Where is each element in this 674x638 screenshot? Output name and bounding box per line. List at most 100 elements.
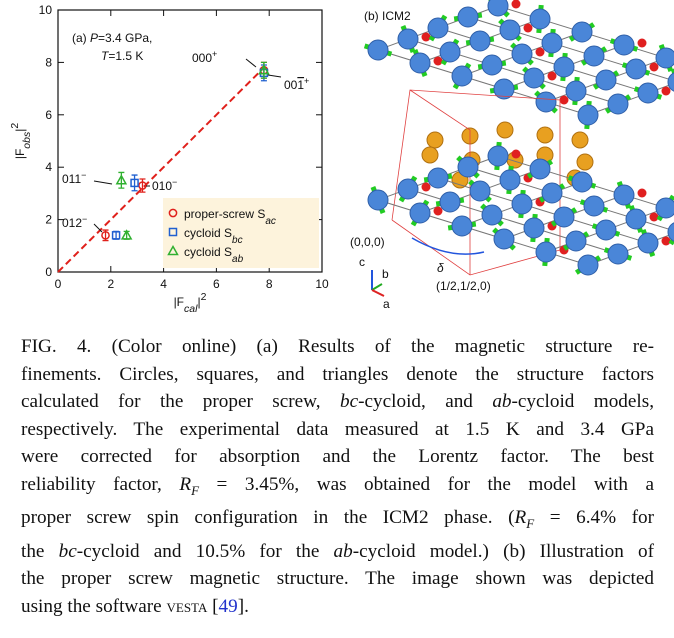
page: {"chart_data": {"type": "scatter", "info… <box>0 0 674 638</box>
atom <box>656 198 674 218</box>
caption-line: respectively. The experimental data meas… <box>21 416 654 444</box>
delta-arc <box>412 238 484 254</box>
text-part: |F <box>174 295 184 309</box>
atom-small <box>512 150 521 159</box>
atom-orange <box>427 132 443 148</box>
label: |Fobs|2 <box>9 123 33 160</box>
text-part: P <box>90 31 98 45</box>
atom <box>512 44 532 64</box>
atom <box>410 203 430 223</box>
x-tick-label: 0 <box>55 277 62 291</box>
atom <box>614 185 634 205</box>
atom <box>572 22 592 42</box>
atom <box>440 42 460 62</box>
text-part: + <box>304 76 309 86</box>
legend-sub: bc <box>232 235 243 246</box>
atom-small <box>650 213 659 222</box>
caption-text: F <box>191 483 199 498</box>
caption-text: = 3.45%, was obtained for the model with… <box>199 474 654 495</box>
caption-text[interactable]: 49 <box>219 596 238 617</box>
caption-text: FIG. 4. (Color online) (a) Results of th… <box>21 336 654 357</box>
atom-small <box>548 72 557 81</box>
half-label: (1/2,1/2,0) <box>436 279 491 293</box>
text-part: − <box>82 214 87 224</box>
atom <box>458 157 478 177</box>
axis-a <box>372 290 384 296</box>
atom <box>614 35 634 55</box>
atom <box>578 105 598 125</box>
label: T=1.5 K <box>101 49 143 63</box>
atom-small <box>662 237 671 246</box>
atom-small <box>662 87 671 96</box>
atom <box>566 231 586 251</box>
caption-text: were corrected for absorption and the Lo… <box>21 446 654 467</box>
annotation-arrow <box>268 75 281 77</box>
caption-text: -cycloid models, <box>512 391 655 412</box>
caption-line: the proper screw magnetic structure. The… <box>21 565 654 593</box>
text-part: =1.5 K <box>108 49 143 63</box>
atom <box>638 83 658 103</box>
atom-orange <box>497 122 513 138</box>
atom <box>482 205 502 225</box>
y-tick-label: 2 <box>45 213 52 227</box>
atom-small <box>560 96 569 105</box>
atom <box>488 0 508 16</box>
text-part: 2 <box>201 291 207 303</box>
label: 001+ <box>284 76 309 92</box>
atom-orange <box>422 147 438 163</box>
atom <box>524 68 544 88</box>
atom-small <box>650 63 659 72</box>
caption: FIG. 4. (Color online) (a) Results of th… <box>21 333 654 621</box>
atom <box>554 57 574 77</box>
caption-text: the proper screw magnetic structure. The… <box>21 568 654 589</box>
atom-orange <box>577 154 593 170</box>
caption-text: ab <box>334 541 353 562</box>
text-part: − <box>172 177 177 187</box>
caption-line: using the software vesta [49]. <box>21 593 654 621</box>
atom-small <box>434 207 443 216</box>
caption-text: reliability factor, <box>21 474 179 495</box>
caption-text: ]. <box>238 596 249 617</box>
caption-line: reliability factor, RF = 3.45%, was obta… <box>21 471 654 504</box>
legend-name: cycloid S <box>184 245 232 259</box>
y-tick-label: 10 <box>39 3 53 17</box>
atom <box>398 179 418 199</box>
atom <box>488 146 508 166</box>
atom <box>584 196 604 216</box>
text-part: 000 <box>192 51 212 65</box>
text-part: 2 <box>9 123 21 129</box>
chart: 02468100246810|Fcal|2|Fobs|2(a) P=3.4 GP… <box>9 3 329 315</box>
label: 000+ <box>192 49 217 65</box>
atom <box>578 255 598 275</box>
legend-sub: ac <box>265 216 276 227</box>
atom <box>452 216 472 236</box>
text-part: obs <box>21 131 33 149</box>
text-part: + <box>212 49 217 59</box>
atom <box>494 229 514 249</box>
atom <box>626 59 646 79</box>
atom <box>524 218 544 238</box>
caption-text: R <box>179 474 191 495</box>
atom <box>608 244 628 264</box>
axis-b <box>372 284 382 290</box>
atom <box>500 20 520 40</box>
label: 010− <box>152 177 177 193</box>
label: 011− <box>62 170 86 186</box>
atom-orange <box>537 127 553 143</box>
caption-text: = 6.4% for <box>534 507 654 528</box>
error-bar <box>132 175 138 191</box>
axis-label: c <box>359 255 365 269</box>
text-part: 012 <box>62 216 82 230</box>
caption-line: the bc-cycloid and 10.5% for the ab-cycl… <box>21 538 654 566</box>
atom-small <box>434 57 443 66</box>
text-part: 011 <box>62 172 81 186</box>
axis-label: a <box>383 297 390 311</box>
caption-text: using the software <box>21 596 166 617</box>
y-tick-label: 4 <box>45 160 52 174</box>
atom <box>470 181 490 201</box>
structure-illustration: (b) ICM2(0,0,0)δ(1/2,1/2,0)cba <box>350 0 674 311</box>
text-part: − <box>81 170 86 180</box>
caption-text: -cycloid, and <box>358 391 492 412</box>
atom <box>536 92 556 112</box>
